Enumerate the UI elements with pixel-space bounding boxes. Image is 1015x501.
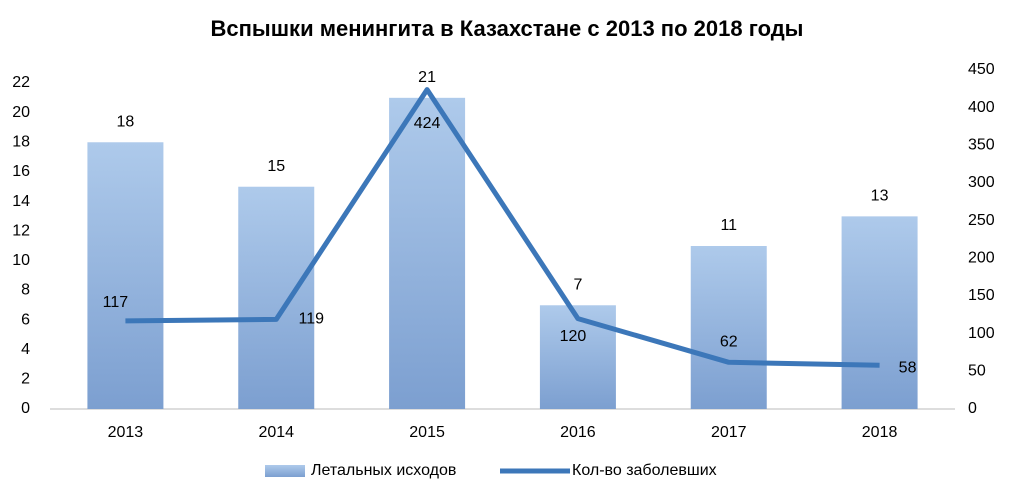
bar: [389, 97, 466, 410]
x-tick-label: 2013: [108, 424, 144, 441]
chart-title: Вспышки менингита в Казахстане с 2013 по…: [211, 16, 804, 41]
y-tick-label: 18: [12, 133, 30, 150]
bar-value-label: 18: [117, 113, 135, 130]
y-tick-label: 4: [21, 341, 30, 358]
line-value-label: 120: [560, 328, 587, 345]
x-tick-label: 2014: [258, 424, 294, 441]
y2-tick-label: 250: [968, 212, 995, 229]
x-tick-label: 2015: [409, 424, 445, 441]
bar-value-label: 11: [720, 217, 737, 234]
x-tick-label: 2017: [711, 424, 747, 441]
bar: [87, 142, 164, 410]
y2-tick-label: 450: [968, 61, 995, 78]
bar-value-label: 13: [871, 188, 889, 205]
line-value-label: 119: [298, 311, 324, 328]
y2-tick-label: 200: [968, 250, 995, 267]
line-value-label: 424: [414, 115, 441, 132]
y2-tick-label: 350: [968, 137, 995, 154]
y-tick-label: 16: [12, 163, 30, 180]
y-tick-label: 8: [21, 282, 30, 299]
bar-value-label: 21: [418, 69, 436, 86]
line-value-label: 58: [899, 360, 917, 377]
line-value-label: 117: [103, 294, 129, 311]
legend-swatch: [265, 465, 305, 477]
legend-label: Летальных исходов: [311, 462, 456, 479]
y2-tick-label: 300: [968, 174, 995, 191]
y-tick-label: 6: [21, 311, 30, 328]
bar: [841, 216, 918, 409]
y-tick-label: 20: [12, 104, 30, 121]
line: [125, 87, 880, 368]
bar: [690, 246, 767, 409]
y2-tick-label: 100: [968, 325, 995, 342]
y2-tick-label: 0: [968, 400, 977, 417]
y-tick-label: 10: [12, 252, 30, 269]
y-tick-label: 14: [12, 193, 30, 210]
bar-value-label: 15: [267, 158, 285, 175]
y-tick-label: 2: [21, 371, 30, 388]
y2-tick-label: 50: [968, 363, 986, 380]
bar: [238, 186, 315, 409]
y2-tick-label: 400: [968, 99, 995, 116]
bar: [539, 305, 616, 409]
y-tick-label: 12: [12, 222, 30, 239]
y-tick-label: 22: [12, 74, 30, 91]
y-tick-label: 0: [21, 400, 30, 417]
x-tick-label: 2016: [560, 424, 596, 441]
y2-tick-label: 150: [968, 287, 995, 304]
legend-label: Кол-во заболевших: [572, 462, 717, 479]
x-tick-label: 2018: [862, 424, 898, 441]
bar-value-label: 7: [573, 276, 582, 293]
line-value-label: 62: [720, 334, 738, 351]
